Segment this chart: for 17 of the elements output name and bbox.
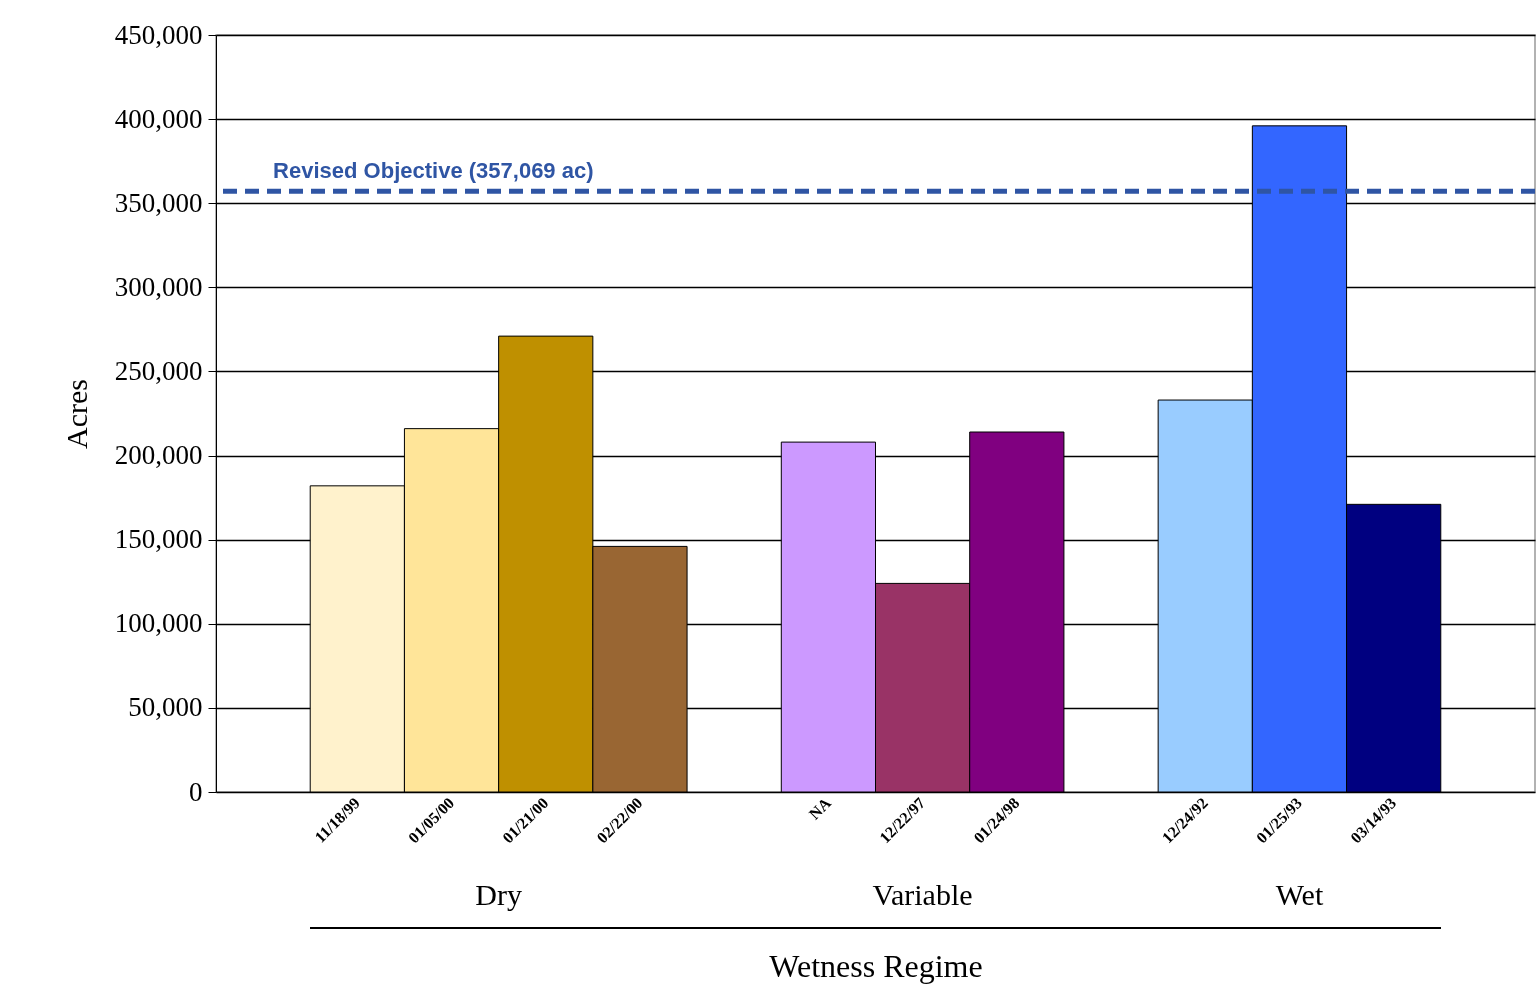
y-tick-label: 300,000: [114, 271, 203, 302]
x-tick-label: NA: [805, 793, 835, 823]
text: Wet: [1275, 878, 1324, 912]
y-tick-label: 150,000: [114, 524, 203, 555]
y-tick-label: 350,000: [114, 187, 203, 218]
y-tick-label: 400,000: [114, 103, 203, 134]
y-tick-label: 250,000: [114, 355, 203, 386]
y-tick-label: 200,000: [114, 440, 203, 471]
y-tick-label: 50,000: [128, 692, 203, 723]
y-tick-label: 100,000: [114, 608, 203, 639]
x-axis-title: Wetness Regime: [769, 948, 983, 985]
text: Variable: [872, 878, 973, 912]
y-tick-label: 450,000: [114, 19, 203, 50]
ref-line-label: Revised Objective (357,069 ac): [273, 158, 594, 184]
y-axis-title: Acres: [59, 379, 93, 449]
y-tick-label: 0: [189, 776, 203, 807]
text: Dry: [475, 878, 522, 912]
